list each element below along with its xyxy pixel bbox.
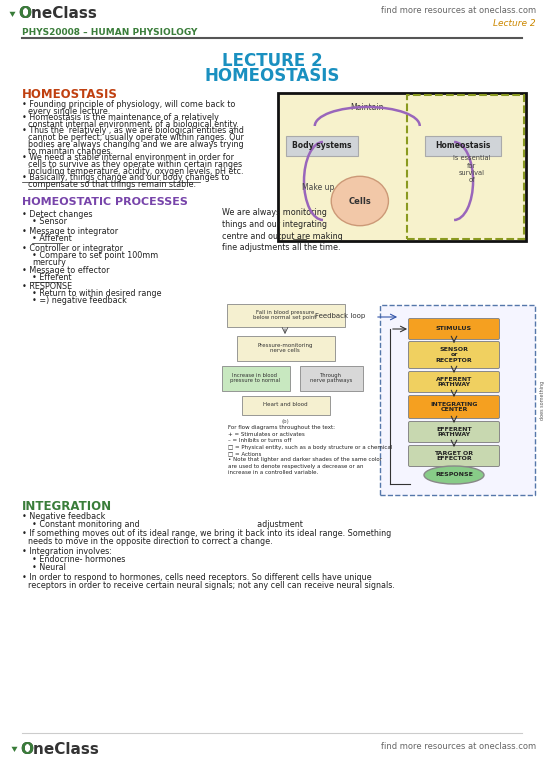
Text: LECTURE 2: LECTURE 2 <box>222 52 322 70</box>
Text: • Negative feedback: • Negative feedback <box>22 512 106 521</box>
FancyBboxPatch shape <box>237 336 335 360</box>
Text: • =) negative feedback: • =) negative feedback <box>32 296 127 305</box>
Text: OneClass: OneClass <box>20 742 99 757</box>
Text: mercury: mercury <box>32 258 66 267</box>
FancyBboxPatch shape <box>242 396 330 414</box>
Text: • Afferent: • Afferent <box>32 234 72 243</box>
Text: does something: does something <box>540 380 544 420</box>
Text: PHYS20008 – HUMAN PHYSIOLOGY: PHYS20008 – HUMAN PHYSIOLOGY <box>22 28 197 37</box>
FancyBboxPatch shape <box>409 371 499 393</box>
Text: HOMEOSTATIC PROCESSES: HOMEOSTATIC PROCESSES <box>22 197 188 207</box>
FancyBboxPatch shape <box>409 446 499 467</box>
Text: • Basically, things change and our body changes to: • Basically, things change and our body … <box>22 173 230 182</box>
Text: • Integration involves:: • Integration involves: <box>22 547 112 556</box>
Text: • RESPONSE: • RESPONSE <box>22 282 72 291</box>
Text: Increase in blood
pressure to normal: Increase in blood pressure to normal <box>230 373 280 383</box>
Text: • Thus the ‘relatively’, as we are biological entities and: • Thus the ‘relatively’, as we are biolo… <box>22 126 244 135</box>
Text: find more resources at oneclass.com: find more resources at oneclass.com <box>381 6 536 15</box>
Text: INTEGRATION: INTEGRATION <box>22 500 112 513</box>
Text: INTEGRATING
CENTER: INTEGRATING CENTER <box>430 402 478 413</box>
Text: (b): (b) <box>281 419 289 424</box>
Text: • Message to effector: • Message to effector <box>22 266 109 275</box>
Text: Make up: Make up <box>302 183 334 192</box>
Text: cells to survive as they operate within certain ranges: cells to survive as they operate within … <box>28 160 242 169</box>
Text: • Message to integrator: • Message to integrator <box>22 227 118 236</box>
Text: compensate so that things remain stable.: compensate so that things remain stable. <box>28 180 196 189</box>
Text: • Neural: • Neural <box>32 563 66 572</box>
Text: EFFERENT
PATHWAY: EFFERENT PATHWAY <box>436 427 472 437</box>
Text: TARGET OR
EFFECTOR: TARGET OR EFFECTOR <box>435 450 474 461</box>
FancyBboxPatch shape <box>409 342 499 369</box>
Text: to maintain changes.: to maintain changes. <box>28 147 113 156</box>
Text: • Return to within desired range: • Return to within desired range <box>32 289 162 298</box>
FancyBboxPatch shape <box>409 319 499 340</box>
FancyBboxPatch shape <box>409 421 499 443</box>
Text: find more resources at oneclass.com: find more resources at oneclass.com <box>381 742 536 751</box>
Text: bodies are always changing and we are always trying: bodies are always changing and we are al… <box>28 140 244 149</box>
Text: • Controller or integrator: • Controller or integrator <box>22 244 123 253</box>
FancyBboxPatch shape <box>425 136 501 156</box>
Text: • Detect changes: • Detect changes <box>22 210 92 219</box>
Text: □ = Actions: □ = Actions <box>228 451 261 456</box>
Text: Feedback loop: Feedback loop <box>315 313 365 319</box>
FancyBboxPatch shape <box>407 95 523 239</box>
Text: • If something moves out of its ideal range, we bring it back into its ideal ran: • If something moves out of its ideal ra… <box>22 529 391 538</box>
Text: + = Stimulates or activates: + = Stimulates or activates <box>228 431 305 437</box>
Text: • In order to respond to hormones, cells need receptors. So different cells have: • In order to respond to hormones, cells… <box>22 573 372 582</box>
Text: • Founding principle of physiology, will come back to: • Founding principle of physiology, will… <box>22 100 236 109</box>
Text: SENSOR
or
RECEPTOR: SENSOR or RECEPTOR <box>436 346 472 363</box>
FancyBboxPatch shape <box>286 136 358 156</box>
Text: • Endocrine- hormones: • Endocrine- hormones <box>32 555 125 564</box>
Text: RESPONSE: RESPONSE <box>435 473 473 477</box>
Text: HOMEOSTASIS: HOMEOSTASIS <box>22 88 118 101</box>
Text: Fall in blood pressure
below normal set point: Fall in blood pressure below normal set … <box>254 310 317 320</box>
Text: • Note that lighter and darker shades of the same color: • Note that lighter and darker shades of… <box>228 457 382 463</box>
Text: O: O <box>20 742 33 757</box>
Text: HOMEOSTASIS: HOMEOSTASIS <box>205 67 339 85</box>
Text: needs to move in the opposite direction to correct a change.: needs to move in the opposite direction … <box>28 537 273 546</box>
Text: Lecture 2: Lecture 2 <box>493 19 536 28</box>
Text: OneClass: OneClass <box>18 6 97 21</box>
Text: every single lecture.: every single lecture. <box>28 107 110 116</box>
Text: AFFERENT
PATHWAY: AFFERENT PATHWAY <box>436 377 472 387</box>
Text: Pressure-monitoring
nerve cells: Pressure-monitoring nerve cells <box>257 343 313 353</box>
Text: STIMULUS: STIMULUS <box>436 326 472 332</box>
Text: O: O <box>18 6 31 21</box>
Text: • Homeostasis is the maintenance of a relatively: • Homeostasis is the maintenance of a re… <box>22 113 219 122</box>
Text: • Compare to set point 100mm: • Compare to set point 100mm <box>32 251 158 260</box>
Text: Is essential
for
survival
of: Is essential for survival of <box>453 155 490 183</box>
Ellipse shape <box>331 176 388 226</box>
Text: • We need a stable internal environment in order for: • We need a stable internal environment … <box>22 153 234 162</box>
Text: are used to denote respectively a decrease or an: are used to denote respectively a decrea… <box>228 464 363 469</box>
FancyBboxPatch shape <box>226 303 344 326</box>
Text: Heart and blood: Heart and blood <box>263 403 307 407</box>
Text: We are always monitoring
things and our integrating
centre and output are making: We are always monitoring things and our … <box>222 208 343 253</box>
Text: cannot be perfect; usually operate within ranges. Our: cannot be perfect; usually operate withi… <box>28 133 244 142</box>
Text: – = Inhibits or turns off: – = Inhibits or turns off <box>228 438 292 443</box>
Ellipse shape <box>424 466 484 484</box>
Text: • Efferent: • Efferent <box>32 273 71 282</box>
Text: • Sensor: • Sensor <box>32 217 67 226</box>
Text: increase in a controlled variable.: increase in a controlled variable. <box>228 470 318 476</box>
FancyBboxPatch shape <box>409 396 499 419</box>
FancyBboxPatch shape <box>221 366 289 390</box>
FancyBboxPatch shape <box>300 366 362 390</box>
Text: Homeostasis: Homeostasis <box>435 142 491 150</box>
Text: constant internal environment, of a biological entity.: constant internal environment, of a biol… <box>28 120 239 129</box>
Text: Cells: Cells <box>349 196 371 206</box>
FancyBboxPatch shape <box>278 93 526 241</box>
Text: • Constant monitoring and                                               adjustme: • Constant monitoring and adjustme <box>32 520 303 529</box>
Text: Through
nerve pathways: Through nerve pathways <box>310 373 352 383</box>
FancyBboxPatch shape <box>380 305 535 495</box>
Text: receptors in order to receive certain neural signals; not any cell can receive n: receptors in order to receive certain ne… <box>28 581 395 590</box>
Text: Maintain: Maintain <box>350 103 384 112</box>
Text: including temperature, acidity, oxygen levels, pH etc.: including temperature, acidity, oxygen l… <box>28 167 244 176</box>
Text: □ = Physical entity, such as a body structure or a chemical: □ = Physical entity, such as a body stru… <box>228 444 392 450</box>
Text: Body systems: Body systems <box>292 142 352 150</box>
Text: For flow diagrams throughout the text:: For flow diagrams throughout the text: <box>228 425 335 430</box>
